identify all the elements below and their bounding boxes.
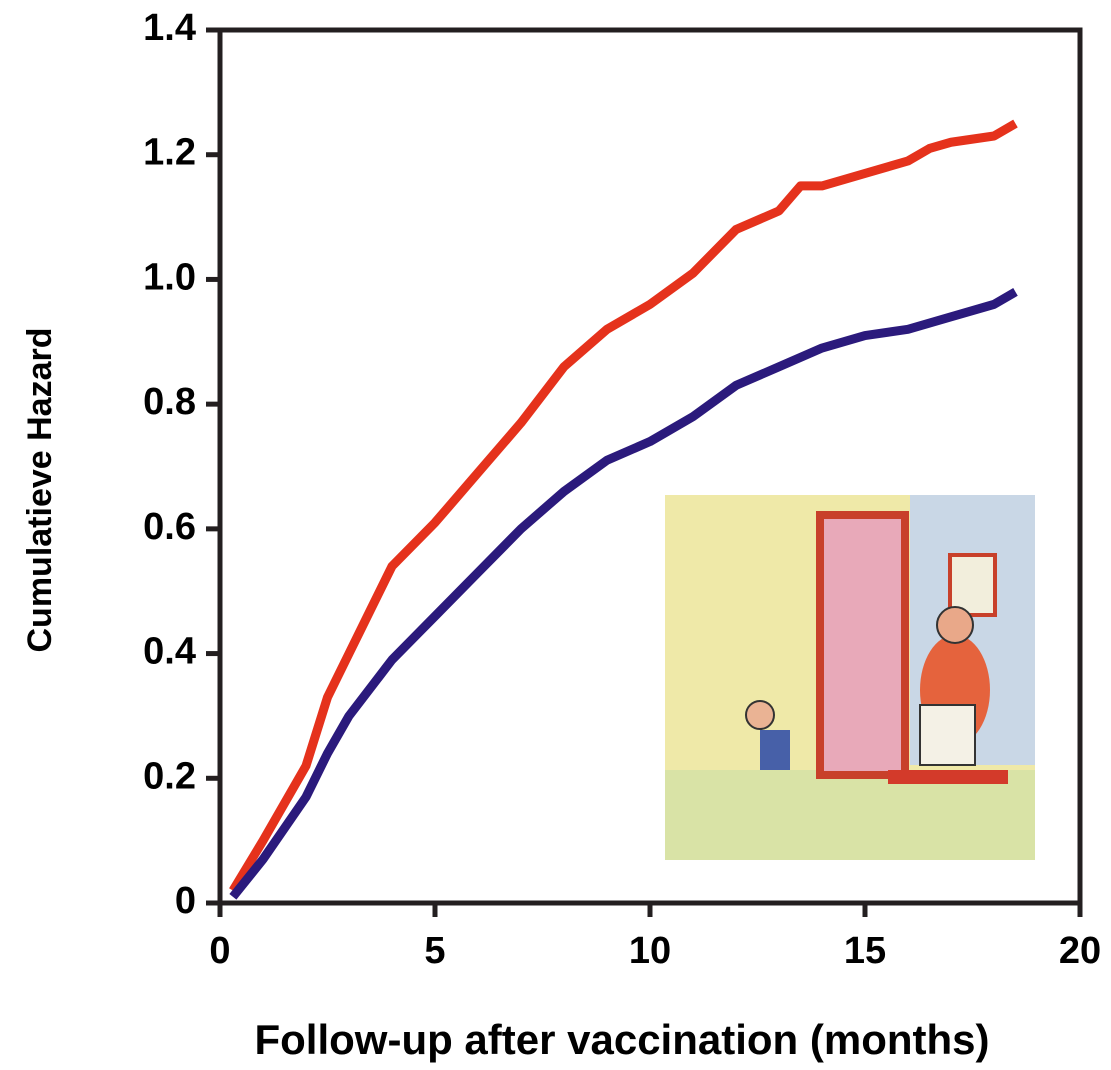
y-tick-label: 1.0	[143, 256, 196, 298]
x-tick-label: 20	[1059, 930, 1101, 972]
y-axis-label: Cumulatieve Hazard	[21, 328, 59, 653]
inset-boy	[760, 730, 790, 770]
x-tick-label: 10	[629, 930, 671, 972]
series-line	[229, 288, 1018, 900]
inset-newspaper	[919, 704, 976, 766]
x-tick-label: 15	[844, 930, 886, 972]
inset-door	[816, 511, 909, 779]
y-tick-label: 0.6	[143, 506, 196, 548]
y-tick-label: 0.4	[143, 631, 196, 673]
x-tick-label: 0	[209, 930, 230, 972]
y-tick-label: 0	[175, 880, 196, 922]
cartoon-inset	[665, 495, 1035, 860]
series-line	[229, 119, 1018, 893]
inset-bench	[888, 770, 1008, 784]
inset-head	[936, 606, 974, 644]
inset-boy-head	[745, 700, 775, 730]
inset-floor	[665, 770, 1035, 860]
x-axis-label: Follow-up after vaccination (months)	[254, 1016, 989, 1063]
x-tick-label: 5	[424, 930, 445, 972]
y-tick-label: 1.4	[143, 7, 196, 49]
y-tick-label: 0.2	[143, 755, 196, 797]
inset-frame	[948, 553, 997, 617]
y-tick-label: 1.2	[143, 132, 196, 174]
y-tick-label: 0.8	[143, 381, 196, 423]
